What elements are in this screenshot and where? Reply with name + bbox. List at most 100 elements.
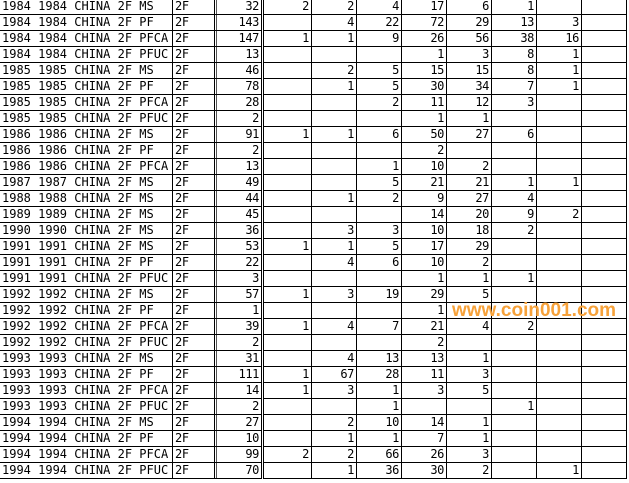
cell-code[interactable]: 2F [172,222,215,239]
cell-value[interactable] [581,46,627,63]
cell-value[interactable]: 3 [446,446,492,463]
cell-label[interactable]: 1985 1985 CHINA 2F MS [0,62,173,79]
cell-value[interactable] [311,302,357,319]
cell-code[interactable]: 2F [172,110,215,127]
cell-value[interactable] [536,94,582,111]
cell-value[interactable]: 50 [401,126,447,143]
cell-value[interactable] [311,174,357,191]
cell-value[interactable]: 1 [536,78,582,95]
cell-value[interactable] [446,334,492,351]
cell-value[interactable] [262,334,312,351]
cell-value[interactable] [311,270,357,287]
cell-value[interactable] [536,430,582,447]
cell-code[interactable]: 2F [172,270,215,287]
cell-value[interactable] [262,302,312,319]
cell-value[interactable] [491,254,537,271]
cell-label[interactable]: 1994 1994 CHINA 2F MS [0,414,173,431]
cell-value[interactable]: 4 [311,318,357,335]
cell-value[interactable] [536,286,582,303]
cell-value[interactable] [536,222,582,239]
cell-total[interactable]: 31 [216,350,264,367]
cell-value[interactable]: 6 [446,0,492,15]
cell-value[interactable] [581,446,627,463]
cell-value[interactable]: 17 [401,0,447,15]
cell-total[interactable]: 44 [216,190,264,207]
cell-value[interactable]: 3 [311,222,357,239]
cell-value[interactable]: 2 [491,318,537,335]
cell-value[interactable] [491,350,537,367]
cell-value[interactable] [262,206,312,223]
cell-value[interactable] [491,366,537,383]
cell-label[interactable]: 1994 1994 CHINA 2F PF [0,430,173,447]
cell-label[interactable]: 1985 1985 CHINA 2F PFUC [0,110,173,127]
cell-value[interactable] [262,398,312,415]
cell-value[interactable] [262,350,312,367]
cell-total[interactable]: 57 [216,286,264,303]
cell-value[interactable]: 7 [491,78,537,95]
cell-total[interactable]: 53 [216,238,264,255]
cell-value[interactable]: 11 [401,366,447,383]
cell-value[interactable] [581,126,627,143]
cell-value[interactable] [581,30,627,47]
cell-value[interactable] [581,302,627,319]
cell-label[interactable]: 1984 1984 CHINA 2F PFCA [0,30,173,47]
cell-narrow[interactable] [214,142,217,159]
cell-value[interactable]: 2 [536,206,582,223]
cell-value[interactable]: 21 [401,174,447,191]
cell-value[interactable]: 15 [446,62,492,79]
cell-value[interactable]: 30 [401,78,447,95]
cell-value[interactable]: 3 [401,382,447,399]
cell-label[interactable]: 1984 1984 CHINA 2F PF [0,14,173,31]
cell-value[interactable] [536,126,582,143]
cell-value[interactable] [581,350,627,367]
cell-value[interactable] [581,142,627,159]
cell-value[interactable]: 66 [356,446,402,463]
cell-narrow[interactable] [214,94,217,111]
cell-total[interactable]: 32 [216,0,264,15]
cell-value[interactable]: 3 [311,382,357,399]
cell-value[interactable] [581,206,627,223]
cell-value[interactable] [311,158,357,175]
cell-value[interactable]: 1 [401,46,447,63]
cell-value[interactable] [491,430,537,447]
cell-value[interactable] [536,270,582,287]
cell-total[interactable]: 2 [216,110,264,127]
cell-value[interactable] [311,206,357,223]
cell-value[interactable] [536,334,582,351]
cell-value[interactable] [536,254,582,271]
cell-value[interactable] [262,462,312,479]
cell-value[interactable] [581,318,627,335]
cell-value[interactable]: 2 [446,462,492,479]
cell-value[interactable]: 3 [491,94,537,111]
cell-code[interactable]: 2F [172,398,215,415]
cell-value[interactable]: 28 [356,366,402,383]
cell-value[interactable]: 1 [311,30,357,47]
cell-value[interactable]: 4 [356,0,402,15]
cell-value[interactable]: 7 [401,430,447,447]
cell-code[interactable]: 2F [172,334,215,351]
cell-value[interactable] [311,398,357,415]
cell-value[interactable]: 1 [262,30,312,47]
cell-value[interactable]: 1 [446,414,492,431]
cell-value[interactable]: 9 [401,190,447,207]
cell-value[interactable] [536,302,582,319]
cell-value[interactable]: 10 [401,158,447,175]
cell-narrow[interactable] [214,286,217,303]
cell-total[interactable]: 45 [216,206,264,223]
cell-value[interactable]: 5 [446,286,492,303]
cell-value[interactable] [262,94,312,111]
cell-narrow[interactable] [214,62,217,79]
cell-value[interactable] [262,270,312,287]
cell-total[interactable]: 14 [216,382,264,399]
cell-total[interactable]: 13 [216,158,264,175]
cell-code[interactable]: 2F [172,190,215,207]
cell-value[interactable] [491,158,537,175]
cell-value[interactable]: 5 [356,78,402,95]
cell-value[interactable] [581,14,627,31]
cell-value[interactable]: 29 [446,238,492,255]
cell-value[interactable]: 17 [401,238,447,255]
cell-value[interactable]: 6 [491,126,537,143]
cell-total[interactable]: 2 [216,142,264,159]
cell-value[interactable] [491,446,537,463]
cell-label[interactable]: 1988 1988 CHINA 2F MS [0,190,173,207]
